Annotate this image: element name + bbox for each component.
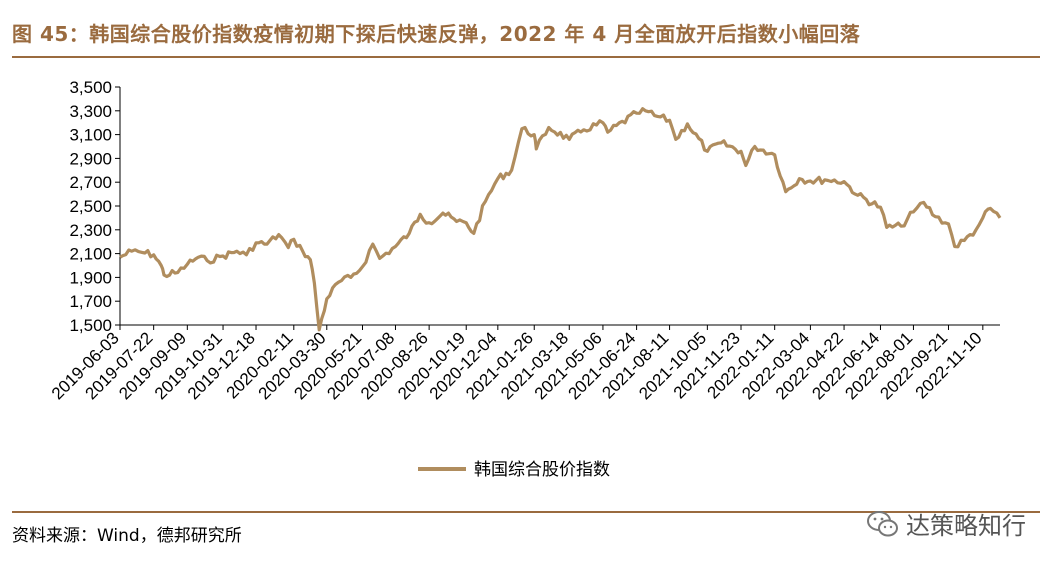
figure-title: 图 45：韩国综合股价指数疫情初期下探后快速反弹，2022 年 4 月全面放开后… (12, 22, 861, 46)
y-tick-label: 1,900 (69, 268, 112, 287)
y-tick-label: 3,100 (69, 126, 112, 145)
legend: 韩国综合股价指数 (418, 460, 610, 480)
y-tick-label: 2,700 (69, 173, 112, 192)
footer-divider (12, 511, 1040, 513)
y-tick-label: 2,300 (69, 221, 112, 240)
y-tick-label: 2,500 (69, 197, 112, 216)
y-tick-label: 3,500 (69, 78, 112, 97)
series-line (119, 107, 1002, 332)
y-tick-label: 1,500 (69, 316, 112, 335)
legend-label: 韩国综合股价指数 (474, 460, 610, 480)
x-axis: 2019-06-032019-07-222019-09-092019-10-31… (48, 324, 1000, 403)
y-tick-label: 1,700 (69, 292, 112, 311)
watermark-text: 达策略知行 (906, 512, 1026, 540)
source-note: 资料来源：Wind，德邦研究所 (12, 526, 242, 546)
wechat-icon (867, 510, 898, 536)
y-tick-label: 2,900 (69, 149, 112, 168)
watermark: 达策略知行 (866, 506, 1026, 541)
y-tick-label: 2,100 (69, 245, 112, 264)
series-layer (119, 107, 1002, 332)
y-axis: 1,500 1,700 1,900 2,100 2,300 2,500 2,700 2,900… (69, 78, 121, 335)
line-chart: 1,500 1,700 1,900 2,100 2,300 2,500 2,700 2,900… (48, 78, 1002, 480)
title-divider (12, 56, 1040, 58)
y-tick-label: 3,300 (69, 102, 112, 121)
